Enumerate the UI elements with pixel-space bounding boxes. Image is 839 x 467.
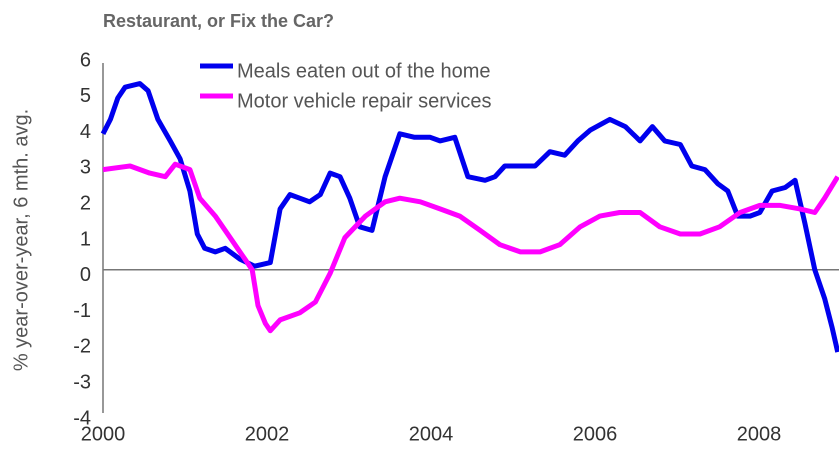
x-tick-label: 2006	[573, 423, 618, 445]
x-tick-label: 2002	[245, 423, 290, 445]
y-tick-label: -1	[73, 300, 91, 322]
legend-label: Motor vehicle repair services	[237, 90, 492, 112]
series-line	[100, 81, 839, 353]
x-tick-label: 2000	[81, 423, 126, 445]
y-tick-label: 2	[80, 192, 91, 214]
y-axis-label: % year-over-year, 6 mth. avg.	[10, 109, 32, 371]
y-tick-label: -4	[73, 407, 91, 429]
x-tick-label: 2004	[409, 423, 454, 445]
y-tick-label: -2	[73, 336, 91, 358]
y-tick-label: 4	[80, 121, 91, 143]
chart-title: Restaurant, or Fix the Car?	[103, 11, 334, 31]
y-tick-label: 0	[80, 264, 91, 286]
legend-label: Meals eaten out of the home	[237, 60, 491, 82]
y-tick-label: 5	[80, 85, 91, 107]
y-tick-label: 3	[80, 157, 91, 179]
x-tick-label: 2008	[737, 423, 782, 445]
y-tick-label: 6	[80, 49, 91, 71]
y-tick-label: -3	[73, 371, 91, 393]
y-tick-label: 1	[80, 228, 91, 250]
series-line	[102, 161, 839, 334]
